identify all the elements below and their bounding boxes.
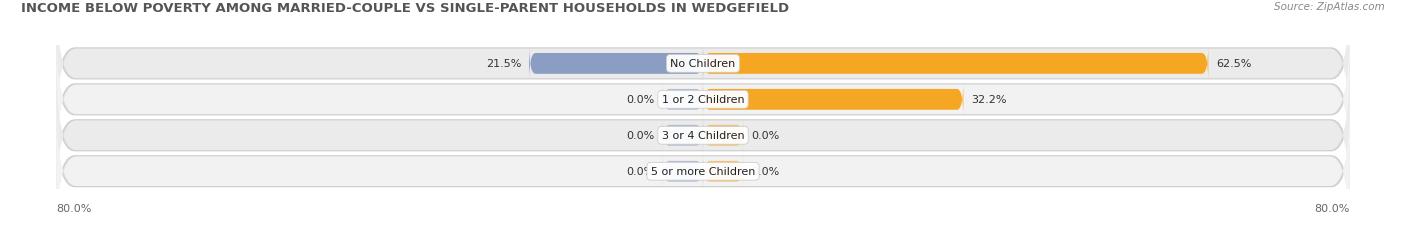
FancyBboxPatch shape (56, 97, 1350, 231)
FancyBboxPatch shape (662, 117, 703, 154)
Text: 21.5%: 21.5% (485, 59, 522, 69)
FancyBboxPatch shape (56, 25, 1350, 175)
Text: 32.2%: 32.2% (972, 95, 1007, 105)
FancyBboxPatch shape (55, 97, 1351, 231)
Text: 0.0%: 0.0% (626, 167, 655, 176)
FancyBboxPatch shape (703, 117, 744, 154)
Text: 3 or 4 Children: 3 or 4 Children (662, 131, 744, 141)
FancyBboxPatch shape (529, 46, 703, 82)
FancyBboxPatch shape (703, 153, 744, 190)
FancyBboxPatch shape (56, 61, 1350, 210)
Text: 80.0%: 80.0% (1315, 203, 1350, 213)
FancyBboxPatch shape (56, 0, 1350, 139)
FancyBboxPatch shape (703, 82, 963, 118)
FancyBboxPatch shape (55, 62, 1351, 210)
Text: INCOME BELOW POVERTY AMONG MARRIED-COUPLE VS SINGLE-PARENT HOUSEHOLDS IN WEDGEFI: INCOME BELOW POVERTY AMONG MARRIED-COUPL… (21, 2, 789, 15)
Text: 0.0%: 0.0% (626, 131, 655, 141)
Text: 62.5%: 62.5% (1216, 59, 1251, 69)
FancyBboxPatch shape (703, 46, 1208, 82)
Text: 1 or 2 Children: 1 or 2 Children (662, 95, 744, 105)
Text: 0.0%: 0.0% (626, 95, 655, 105)
Text: Source: ZipAtlas.com: Source: ZipAtlas.com (1274, 2, 1385, 12)
Text: 0.0%: 0.0% (752, 131, 780, 141)
FancyBboxPatch shape (662, 82, 703, 118)
Text: 5 or more Children: 5 or more Children (651, 167, 755, 176)
Text: 0.0%: 0.0% (752, 167, 780, 176)
Text: 80.0%: 80.0% (56, 203, 91, 213)
FancyBboxPatch shape (55, 0, 1351, 138)
FancyBboxPatch shape (662, 153, 703, 190)
Text: No Children: No Children (671, 59, 735, 69)
FancyBboxPatch shape (55, 26, 1351, 174)
